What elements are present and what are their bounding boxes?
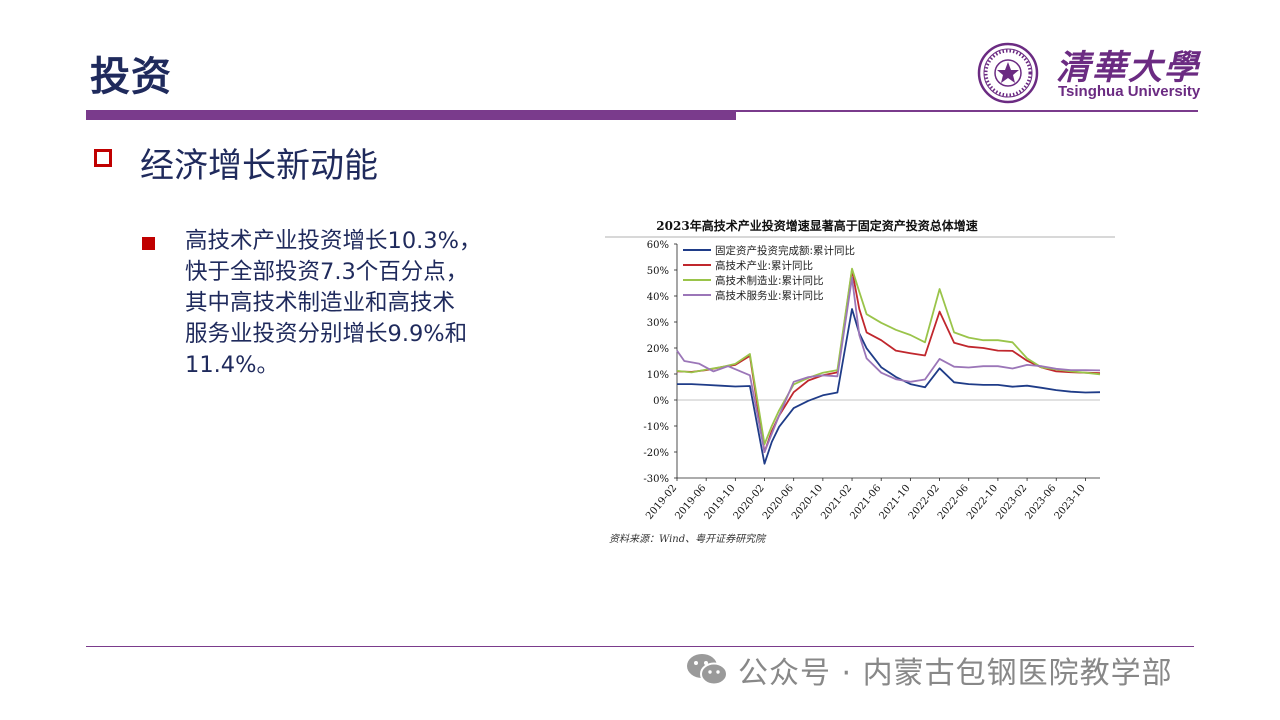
section-checkbox-icon xyxy=(94,149,112,167)
page-title: 投资 xyxy=(90,54,172,100)
bullet-square-icon xyxy=(142,237,155,250)
bullet-line: 服务业投资分别增长9.9%和 xyxy=(185,321,468,347)
section-title: 经济增长新动能 xyxy=(140,146,378,186)
footer-divider xyxy=(86,646,1194,647)
bullet-line: 11.4%。 xyxy=(185,352,279,378)
header-divider-thick xyxy=(86,110,736,120)
wechat-icon xyxy=(687,654,728,686)
chart-title: 2023年高技术产业投资增速显著高于固定资产投资总体增速 xyxy=(656,218,977,233)
legend-entry: 高技术服务业:累计同比 xyxy=(715,289,824,302)
tsinghua-logo xyxy=(977,42,1039,104)
y-tick-label: -30% xyxy=(643,474,669,485)
y-tick-label: 50% xyxy=(647,266,669,277)
logo-text-cn: 清華大學 xyxy=(1056,48,1200,88)
y-tick-label: 30% xyxy=(647,318,669,329)
bullet-text: 高技术产业投资增长10.3%， 快于全部投资7.3个百分点， 其中高技术制造业和… xyxy=(185,226,525,381)
chart-source: 资料来源：Wind、粤开证券研究院 xyxy=(609,533,767,545)
y-tick-label: 40% xyxy=(647,292,669,303)
y-tick-label: 60% xyxy=(647,240,669,251)
series-line xyxy=(677,308,1101,465)
chart-series xyxy=(676,267,1101,465)
bullet-line: 高技术产业投资增长10.3%， xyxy=(185,228,482,254)
tsinghua-seal-icon xyxy=(977,42,1039,104)
bullet-line: 其中高技术制造业和高技术 xyxy=(185,290,456,316)
y-tick-label: -10% xyxy=(643,422,669,433)
y-tick-label: 0% xyxy=(653,396,669,407)
series-line xyxy=(676,276,1101,453)
chart-axes: 60%50%40%30%20%10%0%-10%-20%-30%2019-022… xyxy=(643,240,1100,522)
logo-text-en: Tsinghua University xyxy=(1058,83,1201,100)
series-line xyxy=(676,267,1101,446)
bullet-line: 快于全部投资7.3个百分点， xyxy=(185,259,469,285)
legend-entry: 高技术产业:累计同比 xyxy=(715,259,813,272)
x-tick-label: 2023-10 xyxy=(1053,483,1088,522)
y-tick-label: 20% xyxy=(647,344,669,355)
watermark-text: 公众号 · 内蒙古包钢医院教学部 xyxy=(738,656,1173,691)
investment-growth-chart: 2023年高技术产业投资增速显著高于固定资产投资总体增速 60% 50% 40% 30… xyxy=(605,218,1115,545)
header-divider-thin xyxy=(736,110,1198,112)
legend-entry: 固定资产投资完成额:累计同比 xyxy=(715,244,855,257)
legend-entry: 高技术制造业:累计同比 xyxy=(715,274,824,287)
chart-legend: 固定资产投资完成额:累计同比高技术产业:累计同比高技术制造业:累计同比高技术服务… xyxy=(683,244,855,302)
y-tick-label: -20% xyxy=(643,448,669,459)
y-tick-label: 10% xyxy=(647,370,669,381)
